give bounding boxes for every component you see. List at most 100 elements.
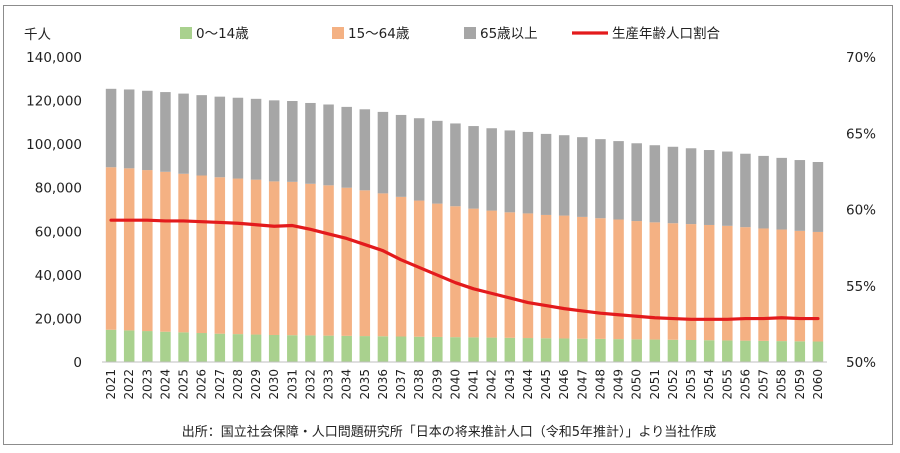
legend-item: 0～14歳 <box>180 26 249 42</box>
bar-segment-3 <box>812 162 824 232</box>
bar-segment-3 <box>196 95 207 176</box>
x-tick-label: 2052 <box>666 369 680 400</box>
x-tick-label: 2023 <box>140 369 154 400</box>
bar-segment-1 <box>377 336 389 362</box>
x-tick-label: 2021 <box>104 369 118 400</box>
bar-segment-1 <box>250 334 262 362</box>
x-tick-label: 2034 <box>340 369 354 400</box>
bar-segment-3 <box>268 100 280 182</box>
bar-segment-1 <box>667 339 679 362</box>
bar-segment-2 <box>740 227 751 341</box>
stacked-bars <box>105 88 824 363</box>
bar-segment-3 <box>123 89 135 169</box>
bar-segment-2 <box>613 219 624 340</box>
bar-segment-3 <box>432 120 443 204</box>
x-tick-label: 2044 <box>521 369 535 400</box>
bar-segment-1 <box>432 336 443 362</box>
legend-swatch <box>464 27 476 39</box>
x-tick-label: 2048 <box>593 369 607 400</box>
bar-segment-1 <box>359 336 371 362</box>
bar-segment-1 <box>685 340 697 362</box>
y-tick-label: 0 <box>73 355 82 371</box>
bar-segment-2 <box>685 224 697 340</box>
legend-item: 65歳以上 <box>464 26 538 42</box>
legend-label: 15～64歳 <box>348 26 410 42</box>
bar-segment-1 <box>323 335 334 362</box>
legend-swatch <box>332 27 344 39</box>
bar-segment-3 <box>558 135 570 216</box>
bar-segment-1 <box>305 335 316 362</box>
bar-segment-1 <box>794 341 806 362</box>
bar-segment-3 <box>305 102 316 184</box>
bar-segment-3 <box>776 157 787 230</box>
x-tick-label: 2054 <box>702 369 716 400</box>
x-tick-label: 2024 <box>158 369 172 400</box>
bar-segment-1 <box>450 337 461 362</box>
x-tick-label: 2055 <box>720 369 734 400</box>
bar-segment-1 <box>268 334 280 362</box>
x-tick-label: 2057 <box>757 369 771 400</box>
legend-item: 生産年齢人口割合 <box>572 25 720 42</box>
bar-segment-1 <box>558 338 570 362</box>
bar-segment-1 <box>540 338 552 362</box>
bar-segment-3 <box>142 90 153 171</box>
y2-tick-label: 55% <box>846 279 876 295</box>
bar-segment-2 <box>812 231 824 342</box>
bar-segment-1 <box>341 335 352 362</box>
bar-segment-1 <box>287 335 298 362</box>
bar-segment-2 <box>214 177 226 334</box>
bar-segment-3 <box>722 151 733 226</box>
bar-segment-2 <box>123 168 135 331</box>
bar-segment-3 <box>540 133 552 215</box>
bar-segment-1 <box>758 340 769 362</box>
bar-segment-3 <box>359 109 371 191</box>
bar-segment-1 <box>142 331 153 362</box>
x-tick-label: 2042 <box>485 369 499 400</box>
x-tick-label: 2046 <box>557 369 571 400</box>
bar-segment-3 <box>178 93 189 174</box>
legend-label: 65歳以上 <box>480 26 538 42</box>
bar-segment-3 <box>486 128 497 211</box>
y2-tick-label: 60% <box>846 203 876 219</box>
bar-segment-3 <box>232 97 244 179</box>
x-tick-label: 2033 <box>322 369 336 400</box>
x-tick-label: 2037 <box>394 369 408 400</box>
bar-segment-3 <box>649 145 661 223</box>
bar-segment-2 <box>577 216 588 339</box>
x-tick-label: 2030 <box>267 369 281 400</box>
x-tick-label: 2025 <box>177 369 191 400</box>
bar-segment-2 <box>722 225 733 341</box>
y-axis-ticks: 0 20,000 40,000 60,000 80,000 100,000 120,000 1… <box>26 50 82 371</box>
x-tick-label: 2026 <box>195 369 209 400</box>
bar-segment-2 <box>595 218 606 339</box>
bar-segment-3 <box>160 92 171 172</box>
y2-tick-label: 50% <box>846 355 876 371</box>
y-tick-label: 60,000 <box>35 224 82 240</box>
x-tick-label: 2059 <box>793 369 807 400</box>
bar-segment-2 <box>377 193 389 337</box>
y2-tick-label: 65% <box>846 126 876 142</box>
bar-segment-3 <box>758 155 769 229</box>
bar-segment-2 <box>758 228 769 341</box>
bar-segment-3 <box>595 139 606 219</box>
bar-segment-2 <box>558 215 570 339</box>
bar-segment-2 <box>522 213 534 339</box>
bar-segment-3 <box>341 106 352 188</box>
bar-segment-2 <box>504 212 516 338</box>
x-tick-label: 2029 <box>249 369 263 400</box>
bar-segment-3 <box>413 118 425 201</box>
bar-segment-3 <box>250 98 262 180</box>
bar-segment-1 <box>214 333 226 362</box>
bar-segment-1 <box>631 339 642 362</box>
x-tick-label: 2040 <box>448 369 462 400</box>
x-tick-label: 2053 <box>684 369 698 400</box>
bar-segment-2 <box>486 210 497 338</box>
legend-label: 生産年齢人口割合 <box>612 25 720 42</box>
x-tick-label: 2060 <box>811 369 825 400</box>
bar-segment-2 <box>395 196 407 337</box>
ratio-line <box>109 218 820 321</box>
legend-swatch <box>180 27 192 39</box>
y2-axis-ticks: 50% 55% 60% 65% 70% <box>846 50 876 371</box>
x-tick-label: 2045 <box>539 369 553 400</box>
bar-segment-3 <box>703 150 715 225</box>
